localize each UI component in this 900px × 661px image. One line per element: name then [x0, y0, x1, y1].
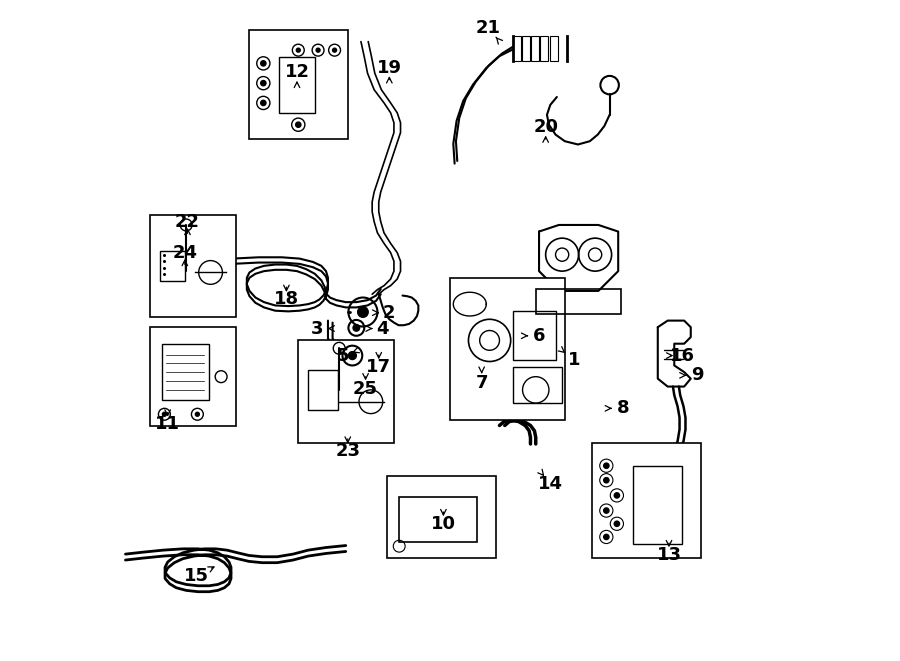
Bar [248, 30, 347, 139]
Text: 21: 21 [476, 19, 500, 38]
Bar [513, 311, 555, 360]
Bar [531, 36, 539, 61]
Circle shape [316, 48, 320, 52]
Circle shape [162, 412, 166, 416]
Text: 18: 18 [274, 290, 299, 308]
Bar [513, 367, 562, 403]
Circle shape [195, 412, 199, 416]
Text: 7: 7 [475, 374, 488, 392]
Bar [278, 57, 315, 113]
Text: 11: 11 [155, 415, 180, 433]
Circle shape [353, 325, 360, 331]
Circle shape [261, 100, 266, 106]
Circle shape [296, 48, 301, 52]
Text: 25: 25 [353, 379, 378, 397]
Text: 16: 16 [670, 346, 695, 365]
Bar [160, 251, 184, 281]
Bar [540, 36, 548, 61]
Circle shape [604, 478, 609, 483]
Bar [150, 327, 236, 426]
Text: 24: 24 [172, 244, 197, 262]
Bar [536, 289, 622, 314]
Bar [522, 36, 530, 61]
Bar [450, 278, 565, 420]
Text: 6: 6 [533, 327, 545, 345]
Text: 5: 5 [337, 346, 349, 365]
Text: 20: 20 [533, 118, 558, 136]
Text: 17: 17 [366, 358, 392, 376]
Bar [298, 340, 394, 443]
Bar [308, 370, 338, 410]
Bar [513, 36, 520, 61]
Circle shape [604, 508, 609, 513]
Text: 10: 10 [431, 515, 456, 533]
Circle shape [614, 492, 619, 498]
Circle shape [333, 48, 337, 52]
Circle shape [604, 534, 609, 539]
Text: 4: 4 [376, 319, 389, 338]
Bar [633, 466, 682, 543]
Text: 19: 19 [377, 59, 401, 77]
Text: 23: 23 [336, 442, 360, 459]
Text: 13: 13 [656, 546, 681, 564]
Text: 1: 1 [568, 351, 580, 369]
Circle shape [296, 122, 301, 128]
Circle shape [261, 61, 266, 66]
Text: 12: 12 [284, 63, 310, 81]
Text: 15: 15 [184, 567, 209, 585]
Circle shape [614, 521, 619, 526]
Bar [400, 496, 477, 541]
Circle shape [348, 352, 356, 360]
Bar [387, 476, 496, 558]
Circle shape [604, 463, 609, 469]
Circle shape [357, 307, 368, 317]
Text: 9: 9 [691, 366, 704, 384]
Text: 2: 2 [383, 303, 396, 322]
Text: 8: 8 [616, 399, 629, 417]
Circle shape [261, 81, 266, 86]
Bar [162, 344, 209, 400]
Bar [550, 36, 557, 61]
Bar [150, 215, 236, 317]
Bar [592, 443, 701, 558]
Text: 3: 3 [310, 319, 323, 338]
Text: 22: 22 [175, 213, 200, 231]
Text: 14: 14 [538, 475, 562, 492]
